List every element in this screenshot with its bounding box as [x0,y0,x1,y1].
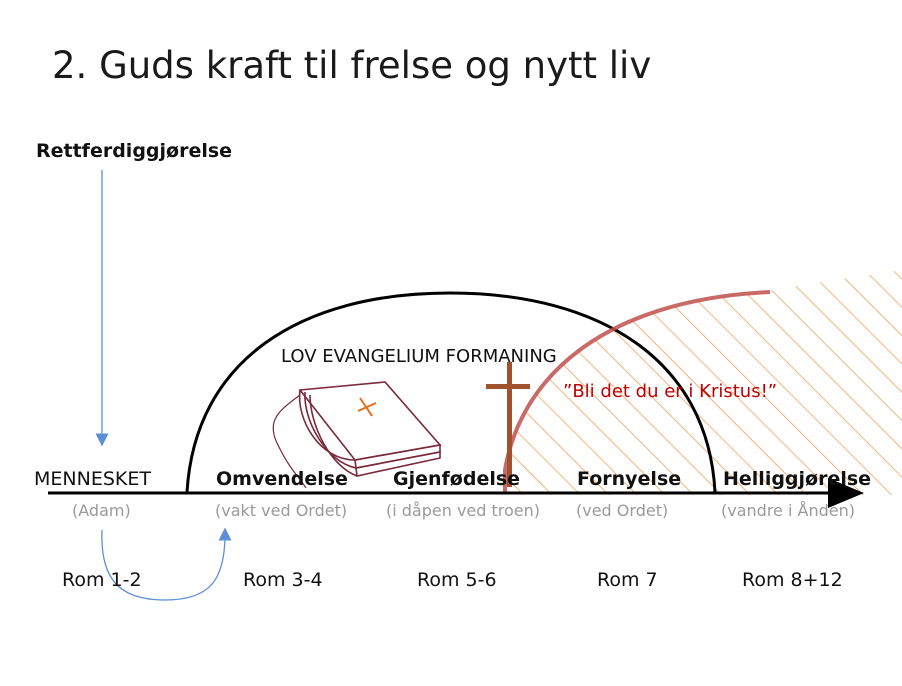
stage-label-mennesket: MENNESKET [34,468,151,490]
stage-sub-gjenfodelse: (i dåpen ved troen) [386,501,540,520]
stage-label-fornyelse: Fornyelse [577,468,681,490]
arc-text: LOV EVANGELIUM FORMANING [281,346,557,367]
rom-label-2: Rom 3-4 [243,569,323,591]
stage-sub-mennesket: (Adam) [72,501,131,520]
left-label: Rettferdiggjørelse [36,140,232,162]
rom-label-3: Rom 5-6 [417,569,497,591]
return-arrow [101,527,232,601]
stage-label-gjenfodelse: Gjenfødelse [393,468,520,490]
cross-icon [486,362,530,487]
stage-sub-fornyelse: (ved Ordet) [576,501,668,520]
stage-sub-omvendelse: (vakt ved Ordet) [215,501,347,520]
black-arc [185,291,717,493]
stage-sub-helliggjorelse: (vandre i Ånden) [721,501,855,520]
quote-text: ”Bli det du er i Kristus!” [563,381,777,402]
rom-label-1: Rom 1-2 [62,569,142,591]
book-icon [272,381,442,489]
hatched-region [505,270,902,495]
rom-label-4: Rom 7 [597,569,658,591]
stage-label-helliggjorelse: Helliggjørelse [723,468,871,490]
page-title: 2. Guds kraft til frelse og nytt liv [52,44,651,87]
stage-label-omvendelse: Omvendelse [216,468,348,490]
rom-label-5: Rom 8+12 [742,569,843,591]
